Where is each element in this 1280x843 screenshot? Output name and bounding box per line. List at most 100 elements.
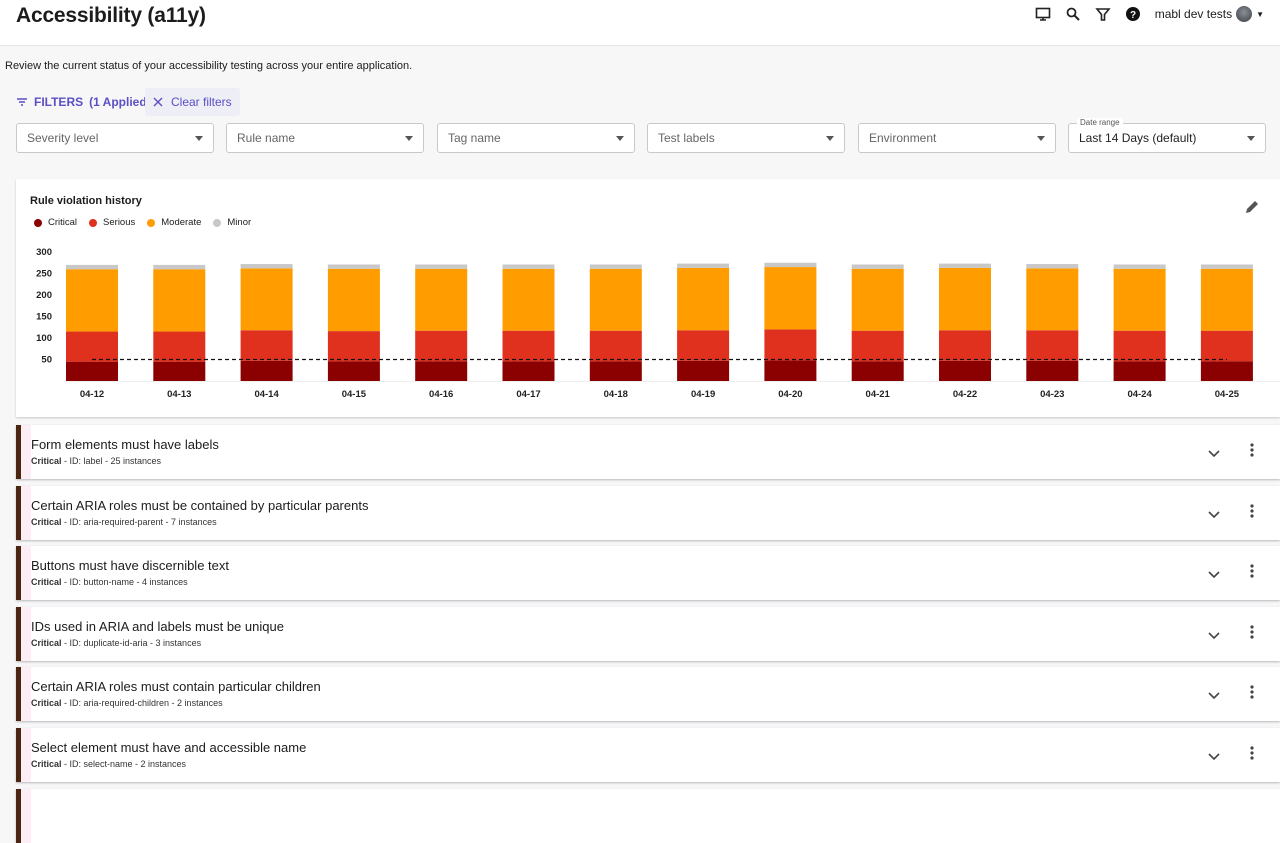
caret-down-icon [1247, 135, 1255, 141]
more-vert-icon[interactable] [1250, 746, 1254, 765]
bar-critical [1200, 361, 1253, 381]
rule-violation-history-card: 50 100 150 200 250 300 04-12 04-13 04-14 04-15 04-… [16, 179, 1280, 417]
rule-subtitle: Critical - ID: aria-required-parent - 7 … [31, 517, 217, 527]
bar-minor [589, 264, 642, 269]
bar-serious [939, 330, 991, 361]
y-tick-label: 200 [36, 290, 52, 301]
bar-critical [327, 361, 380, 381]
rule-meta: - ID: aria-required-children - 2 instanc… [61, 698, 223, 708]
x-tick-label: 04-21 [866, 389, 891, 400]
bar-critical [502, 361, 555, 381]
chevron-down-icon[interactable] [1208, 687, 1220, 705]
bar-serious [240, 330, 293, 361]
bar-moderate [851, 268, 904, 331]
bar-serious [677, 330, 730, 361]
rule-list-item[interactable]: Certain ARIA roles must contain particul… [16, 667, 1280, 721]
bar-serious [1113, 330, 1166, 362]
edit-pencil-icon[interactable] [1244, 199, 1260, 220]
clear-filters-label: Clear filters [171, 95, 232, 109]
user-menu[interactable]: mabl dev tests ▼ [1155, 6, 1264, 22]
severity-label: Critical [31, 698, 62, 708]
chevron-down-icon[interactable] [1208, 506, 1220, 524]
rule-title: Select element must have and accessible … [31, 740, 307, 755]
chevron-down-icon[interactable] [1208, 627, 1220, 645]
bar-minor [1113, 264, 1166, 269]
legend-critical[interactable]: Critical [34, 217, 77, 228]
bar-serious [153, 331, 206, 362]
legend-serious[interactable]: Serious [89, 217, 135, 228]
bar-serious [415, 330, 468, 362]
chevron-down-icon[interactable] [1208, 566, 1220, 584]
rule-list-item[interactable] [16, 789, 1280, 843]
y-tick-label: 150 [36, 312, 52, 323]
bar-moderate [502, 268, 555, 331]
x-tick-label: 04-23 [1040, 389, 1064, 400]
bar-serious [1200, 330, 1253, 362]
select-value: Last 14 Days (default) [1079, 131, 1197, 145]
more-vert-icon[interactable] [1250, 564, 1254, 583]
bar-moderate [589, 268, 642, 331]
rule-list-item[interactable]: Form elements must have labels Critical … [16, 425, 1280, 479]
rule-meta: - ID: label - 25 instances [61, 456, 162, 466]
bar-minor [939, 263, 991, 268]
x-tick-label: 04-22 [953, 389, 977, 400]
rule-subtitle: Critical - ID: aria-required-children - … [31, 698, 223, 708]
bar-critical [240, 360, 293, 381]
severity-label: Critical [31, 577, 62, 587]
close-icon [153, 97, 163, 107]
bar-moderate [939, 267, 991, 331]
select-placeholder: Environment [869, 131, 937, 145]
severity-label: Critical [31, 517, 62, 527]
more-vert-icon[interactable] [1250, 625, 1254, 644]
bar-critical [677, 360, 730, 381]
legend-minor[interactable]: Minor [213, 217, 251, 228]
help-icon[interactable]: ? [1125, 6, 1141, 22]
monitor-icon[interactable] [1035, 6, 1051, 22]
severity-label: Critical [31, 456, 62, 466]
y-tick-label: 100 [36, 333, 52, 344]
caret-down-icon [826, 135, 834, 141]
clear-filters-button[interactable]: Clear filters [145, 88, 240, 116]
caret-down-icon [405, 135, 413, 141]
bar-serious [66, 331, 118, 362]
environment-select[interactable]: Environment [858, 123, 1056, 153]
rule-list-item[interactable]: IDs used in ARIA and labels must be uniq… [16, 607, 1280, 661]
bar-minor [764, 262, 817, 268]
chevron-down-icon[interactable] [1208, 445, 1220, 463]
more-vert-icon[interactable] [1250, 504, 1254, 523]
legend-moderate[interactable]: Moderate [147, 217, 201, 228]
more-vert-icon[interactable] [1250, 685, 1254, 704]
chevron-down-icon[interactable] [1208, 748, 1220, 766]
bar-serious [589, 330, 642, 362]
rule-meta: - ID: aria-required-parent - 7 instances [61, 517, 217, 527]
rule-meta: - ID: button-name - 4 instances [61, 577, 188, 587]
x-tick-label: 04-15 [342, 389, 367, 400]
bar-minor [851, 264, 904, 269]
rule-list-item[interactable]: Certain ARIA roles must be contained by … [16, 486, 1280, 540]
rule-list-item[interactable]: Buttons must have discernible text Criti… [16, 546, 1280, 600]
x-tick-label: 04-18 [604, 389, 628, 400]
avatar [1236, 6, 1253, 22]
bar-moderate [1026, 268, 1079, 331]
bar-minor [327, 264, 380, 269]
tag-name-select[interactable]: Tag name [437, 123, 635, 153]
rule-list-item[interactable]: Select element must have and accessible … [16, 728, 1280, 782]
x-tick-label: 04-12 [80, 389, 104, 400]
bar-minor [1026, 264, 1079, 269]
bar-minor [66, 264, 118, 270]
bar-moderate [415, 268, 468, 331]
select-placeholder: Severity level [27, 131, 99, 145]
bar-critical [415, 361, 468, 381]
filters-button[interactable]: FILTERS (1 Applied) [16, 95, 151, 109]
rule-title: IDs used in ARIA and labels must be uniq… [31, 619, 284, 634]
filters-applied: (1 Applied) [89, 95, 151, 109]
filter-icon[interactable] [1095, 6, 1111, 22]
x-tick-label: 04-16 [429, 389, 453, 400]
rule-name-select[interactable]: Rule name [226, 123, 424, 153]
search-icon[interactable] [1065, 6, 1081, 22]
test-labels-select[interactable]: Test labels [647, 123, 845, 153]
date-range-select[interactable]: Date range Last 14 Days (default) [1068, 118, 1266, 153]
bar-moderate [327, 268, 380, 332]
more-vert-icon[interactable] [1250, 443, 1254, 462]
severity-level-select[interactable]: Severity level [16, 123, 214, 153]
